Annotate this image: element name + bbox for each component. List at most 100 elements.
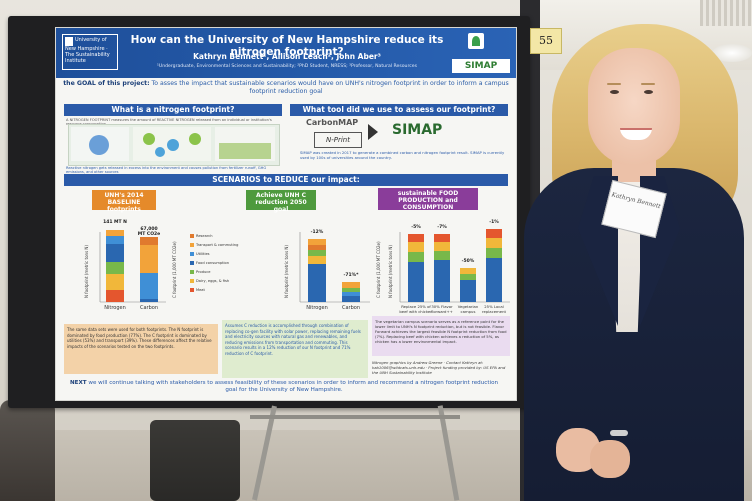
bar-segment (408, 242, 424, 252)
eye (610, 90, 619, 94)
legend-swatch (190, 288, 194, 292)
simap-logo-large: SIMAP (392, 122, 443, 138)
shield-icon (65, 37, 73, 46)
legend-label: Dairy, eggs, & fish (196, 279, 230, 283)
legend-label: Utilities (196, 252, 210, 256)
poster-authors: Kathryn Bennett¹, Allison Leach², John A… (193, 52, 381, 61)
bar-segment (106, 230, 124, 236)
y-axis-label: N footprint (metric tons N) (388, 245, 393, 298)
legend-swatch (190, 261, 194, 265)
bar-segment (106, 244, 124, 262)
legend-entry: Utilities (190, 252, 210, 256)
legend-entry: Food consumption (190, 261, 229, 265)
y-axis-label: C footprint (1,000 MT CO2e) (376, 241, 381, 298)
legend-entry: Dairy, eggs, & fish (190, 279, 229, 283)
section-scenarios-heading: SCENARIOS to REDUCE our impact: (64, 174, 508, 186)
legend-swatch (190, 234, 194, 238)
bar-data-label: -1% (489, 220, 499, 225)
bar-data-label: -50% (461, 259, 475, 264)
poster-credits: Nitrogen graphics by Andrew Greene · Con… (372, 360, 506, 375)
molecule-icon (167, 139, 179, 151)
bar-data-label: -12% (310, 230, 324, 235)
bar-segment (308, 239, 326, 245)
food-notes: The vegetarian campus scenario serves as… (372, 316, 510, 356)
bar-segment (106, 262, 124, 274)
x-tick-label: Nitrogen (306, 305, 328, 311)
x-tick-label: 30% Flavor Forward++ (431, 304, 453, 314)
bar-segment (486, 258, 502, 302)
bar-segment (106, 236, 124, 244)
eye (644, 90, 653, 94)
molecule-icon (189, 133, 201, 145)
legend-label: Meat (196, 288, 205, 292)
bar-data-label: -71%* (343, 273, 359, 278)
y-axis-label: C footprint (1,000 MT CO2e) (172, 241, 177, 298)
hand (590, 440, 630, 478)
bar-segment (486, 238, 502, 248)
bar-segment (342, 296, 360, 302)
x-tick-label: Carbon (139, 305, 158, 311)
x-tick-label: Nitrogen (104, 305, 126, 311)
project-goal: the GOAL of this project: To asses the i… (56, 80, 516, 102)
tool-description: SIMAP was created in 2017 to generate a … (300, 150, 505, 160)
nprint-logo: N-Print (314, 132, 362, 148)
bar-segment (140, 273, 158, 299)
infographic-panel (71, 127, 129, 161)
logo-text: University of New Hampshire · The Sustai… (65, 37, 110, 64)
bar-segment (460, 280, 476, 302)
goal-text: To asses the impact that sustainable sce… (151, 80, 509, 95)
baseline-tag: UNH's 2014 BASELINE footprints (92, 190, 156, 213)
bar-segment (408, 262, 424, 302)
bar-segment (140, 245, 158, 273)
simap-logo: SIMAP (452, 59, 510, 73)
unh-logo: University of New Hampshire · The Sustai… (62, 34, 118, 70)
bar-segment (308, 250, 326, 256)
next-prefix: NEXT (69, 380, 87, 386)
bar-segment (486, 229, 502, 238)
bar-segment (106, 274, 124, 290)
carbonmap-logo: CarbonMAP (306, 118, 359, 127)
bar-segment (342, 282, 360, 288)
smile (620, 128, 652, 140)
legend-label: Food consumption (196, 261, 230, 265)
bar-segment (460, 274, 476, 280)
c-goal-tag: Achieve UNH C reduction 2050 goal (246, 190, 316, 213)
scenario-charts: 141 MT N 67,000 MT CO2e Nitrogen Carbon N fo… (70, 212, 510, 322)
x-tick-label: Vegetarian campus (457, 304, 479, 314)
x-tick-label: Replace 25% of beef with chicken (399, 304, 433, 314)
bar-segment (308, 264, 326, 302)
molecule-icon (143, 133, 155, 145)
bar-segment (460, 268, 476, 274)
bar-segment (408, 234, 424, 242)
bar-segment (434, 234, 450, 242)
x-tick-label: Carbon (341, 305, 360, 311)
bar-segment (486, 248, 502, 258)
next-steps: NEXT we will continue talking with stake… (64, 380, 504, 394)
next-text: we will continue talking with stakeholde… (88, 380, 499, 393)
board-number-tag: 55 (530, 28, 562, 54)
legend-swatch (190, 252, 194, 256)
legend-swatch (190, 270, 194, 274)
what-caption: Reactive nitrogen gets released in exces… (66, 166, 267, 174)
eyebrow (641, 83, 655, 85)
easel-crossbar (250, 415, 460, 419)
bar-data-label: -7% (437, 225, 447, 230)
bar-data-label: -5% (411, 225, 421, 230)
research-poster: University of New Hampshire · The Sustai… (56, 28, 516, 400)
bar-segment (342, 288, 360, 292)
bar-segment (140, 299, 158, 302)
bar-segment (342, 292, 360, 296)
face (588, 48, 680, 166)
poster-affiliations: ¹Undergraduate, Environmental Sciences a… (157, 64, 417, 69)
arrow-right-icon (368, 124, 378, 140)
baseline-notes: The same data sets were used for both fo… (64, 324, 218, 374)
bar-data-label: 67,000 MT CO2e (137, 227, 161, 237)
bar-segment (434, 251, 450, 260)
poster-header: University of New Hampshire · The Sustai… (56, 28, 516, 78)
x-tick-label: 25% Local replacement (482, 304, 506, 314)
eyebrow (607, 83, 621, 85)
legend-entry: Meat (190, 288, 205, 292)
legend-entry: Research (190, 234, 212, 238)
epa-logo-icon (468, 33, 484, 49)
